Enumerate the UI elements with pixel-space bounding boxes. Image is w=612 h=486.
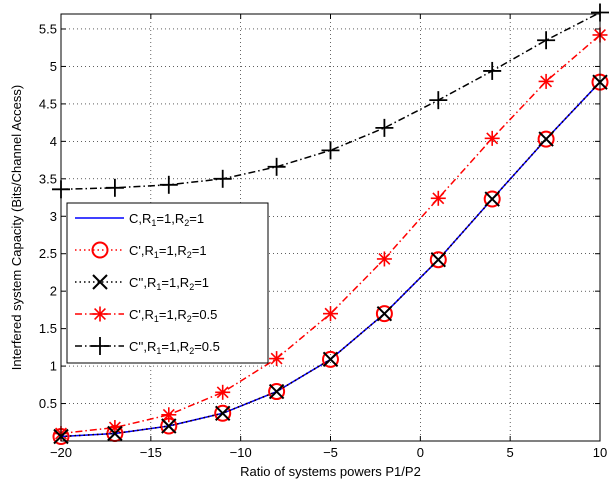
data-point — [429, 91, 448, 110]
data-point — [322, 351, 339, 368]
legend-marker — [92, 274, 108, 290]
data-point — [267, 157, 286, 176]
data-point — [376, 305, 393, 322]
legend-marker — [91, 337, 109, 355]
legend-entry: C',R1=1,R2=0.5 — [75, 306, 217, 324]
data-point — [105, 178, 124, 197]
data-point — [484, 130, 500, 146]
data-point — [215, 384, 231, 400]
data-point — [214, 405, 231, 421]
data-point — [107, 425, 123, 442]
axis-ticks: −20 −15 −10 −5 0 5 10 0.5 1 1.5 2 2.5 3 3.5 4 4.5 5 5.5 — [39, 14, 607, 460]
x-axis-label: Ratio of systems powers P1/P2 — [240, 464, 421, 479]
y-tick-label: 1.5 — [39, 321, 57, 336]
data-point — [322, 350, 339, 368]
y-tick-label: 4.5 — [39, 96, 57, 111]
data-point — [537, 31, 556, 50]
data-point — [214, 404, 232, 422]
legend-entry: C',R1=1,R2=1 — [75, 241, 207, 260]
x-tick-label: 0 — [417, 445, 424, 460]
y-tick-label: 3 — [50, 209, 57, 224]
data-point — [483, 190, 501, 208]
x-tick-label: −5 — [323, 445, 338, 460]
data-point — [159, 175, 178, 194]
series-line — [61, 34, 600, 435]
data-point — [537, 130, 555, 148]
data-point — [161, 418, 177, 434]
y-tick-label: 2.5 — [39, 246, 57, 261]
data-point — [375, 305, 393, 323]
x-tick-label: −15 — [140, 445, 162, 460]
series-line — [61, 14, 599, 191]
legend-label: C,R1=1,R2=1 — [129, 211, 204, 228]
data-point — [430, 190, 446, 206]
x-tick-label: 10 — [593, 445, 607, 460]
series-layer — [52, 3, 609, 446]
legend-label: C',R1=1,R2=1 — [129, 243, 207, 260]
data-point — [268, 383, 285, 400]
data-point — [430, 252, 447, 268]
y-tick-label: 0.5 — [39, 396, 57, 411]
legend-entry: C'',R1=1,R2=1 — [75, 274, 209, 292]
series-4 — [52, 3, 609, 199]
data-point — [321, 141, 340, 160]
y-tick-label: 5.5 — [39, 21, 57, 36]
data-point — [213, 169, 232, 188]
y-tick-label: 2 — [50, 284, 57, 299]
legend-marker — [91, 241, 109, 259]
legend-entry: C'',R1=1,R2=0.5 — [75, 337, 220, 356]
x-tick-label: −10 — [230, 445, 252, 460]
data-point — [484, 191, 500, 207]
data-point — [160, 417, 178, 435]
y-tick-label: 4 — [50, 134, 57, 149]
legend-label: C'',R1=1,R2=1 — [129, 275, 209, 292]
legend-label: C'',R1=1,R2=0.5 — [129, 339, 220, 356]
data-point — [483, 61, 502, 80]
y-tick-label: 1 — [50, 359, 57, 374]
data-point — [376, 251, 392, 267]
data-point — [268, 383, 286, 401]
data-point — [375, 118, 394, 137]
y-tick-label: 3.5 — [39, 171, 57, 186]
x-tick-label: −20 — [50, 445, 72, 460]
y-axis-label: Interfered system Capacity (Bits/Channel… — [9, 85, 24, 370]
legend-marker — [92, 306, 108, 322]
x-tick-label: 5 — [507, 445, 514, 460]
data-point — [538, 73, 554, 89]
data-point — [323, 306, 338, 322]
legend-label: C',R1=1,R2=0.5 — [129, 307, 217, 324]
legend: C,R1=1,R2=1 C',R1=1,R2=1 C'',R1=1,R2=1 C',R… — [66, 202, 269, 364]
data-point — [429, 251, 447, 269]
data-point — [538, 131, 554, 147]
series-2 — [53, 74, 608, 445]
legend-entry: C,R1=1,R2=1 — [75, 211, 204, 228]
y-tick-label: 5 — [50, 59, 57, 74]
data-point — [269, 351, 285, 367]
